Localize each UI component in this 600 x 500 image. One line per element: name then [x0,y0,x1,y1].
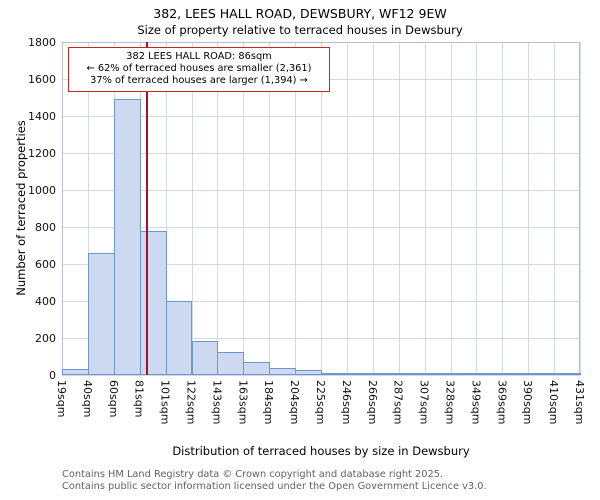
histogram-bar [191,340,219,375]
y-tick-label: 1400 [28,109,56,123]
histogram-bar [502,373,530,375]
x-tick-label: 390sqm [521,380,535,425]
x-tick-label: 163sqm [236,380,250,425]
property-marker-line [146,42,148,375]
x-tick-label: 101sqm [158,380,172,425]
histogram-bar [139,230,167,375]
gridline-vertical [554,42,556,375]
histogram-bar [217,351,245,375]
y-tick-label: 1000 [28,183,56,197]
histogram-bar [321,372,348,375]
histogram-bar [295,370,322,375]
histogram-bar [62,369,89,375]
gridline-horizontal [62,227,580,228]
gridline-horizontal [62,116,580,117]
footer-line-1: Contains HM Land Registry data © Crown c… [62,469,444,480]
x-tick-label: 266sqm [365,380,379,425]
gridline-vertical [372,42,374,375]
gridline-vertical [476,42,478,375]
gridline-vertical [424,42,426,375]
footer-line-2: Contains public sector information licen… [62,480,487,492]
gridline-vertical [321,42,322,375]
y-tick-label: 1600 [28,72,56,86]
x-tick-label: 143sqm [210,380,224,425]
histogram-bar [269,367,297,375]
x-tick-label: 369sqm [495,380,509,425]
x-tick-label: 19sqm [55,380,68,418]
y-tick-label: 400 [35,294,56,308]
histogram-bar [243,362,271,375]
annotation-box: 382 LEES HALL ROAD: 86sqm ← 62% of terra… [68,47,330,92]
gridline-horizontal [62,153,580,154]
y-tick-label: 800 [35,220,56,234]
chart-subtitle: Size of property relative to terraced ho… [137,23,463,37]
gridline-vertical [217,42,219,375]
histogram-bar [528,373,556,375]
x-tick-label: 349sqm [469,380,483,425]
gridline-horizontal [62,301,580,302]
gridline-horizontal [62,338,580,339]
annotation-line-1: 382 LEES HALL ROAD: 86sqm [126,51,272,62]
x-tick-label: 246sqm [339,380,353,425]
x-tick-label: 40sqm [80,380,94,418]
gridline-vertical [450,42,452,375]
gridline-vertical [243,42,245,375]
histogram-bar [554,373,581,375]
x-tick-label: 60sqm [106,380,120,418]
gridline-vertical [269,42,271,375]
gridline-vertical [191,42,193,375]
gridline-vertical [398,42,400,375]
gridline-vertical [346,42,348,375]
histogram-bar [87,252,115,375]
gridline-vertical [502,42,504,375]
x-tick-label: 184sqm [262,380,276,425]
x-tick-label: 204sqm [288,380,302,425]
x-tick-label: 225sqm [314,380,327,425]
x-tick-label: 122sqm [184,380,198,425]
gridline-vertical [87,42,89,375]
gridline-vertical [580,42,581,375]
x-tick-label: 287sqm [391,380,405,425]
annotation-line-2: ← 62% of terraced houses are smaller (2,… [86,63,312,75]
y-tick-label: 0 [49,368,56,382]
histogram-bar [372,373,400,375]
histogram-bar [398,373,426,375]
attribution-footer: Contains HM Land Registry data © Crown c… [62,469,487,493]
histogram-bar [476,373,504,375]
gridline-vertical [295,42,297,375]
x-tick-label: 431sqm [573,380,586,425]
x-tick-label: 410sqm [547,380,561,425]
chart-title: 382, LEES HALL ROAD, DEWSBURY, WF12 9EW [153,6,447,21]
y-tick-label: 600 [35,257,56,271]
gridline-vertical [165,42,167,375]
gridline-horizontal [62,190,580,191]
annotation-line-3: 37% of terraced houses are larger (1,394… [90,75,308,87]
histogram-bar [165,301,193,375]
histogram-bar [450,373,478,375]
histogram-bar [113,99,141,375]
y-tick-label: 200 [35,331,56,345]
histogram-bar [424,373,452,375]
gridline-horizontal [62,375,580,376]
x-tick-label: 307sqm [417,380,431,425]
gridline-horizontal [62,264,580,265]
y-tick-label: 1800 [28,35,56,49]
y-tick-label: 1200 [28,146,56,160]
x-axis-label: Distribution of terraced houses by size … [172,444,470,458]
x-tick-label: 328sqm [443,380,457,425]
histogram-bar [346,373,374,375]
gridline-vertical [528,42,530,375]
x-tick-label: 81sqm [132,380,146,418]
